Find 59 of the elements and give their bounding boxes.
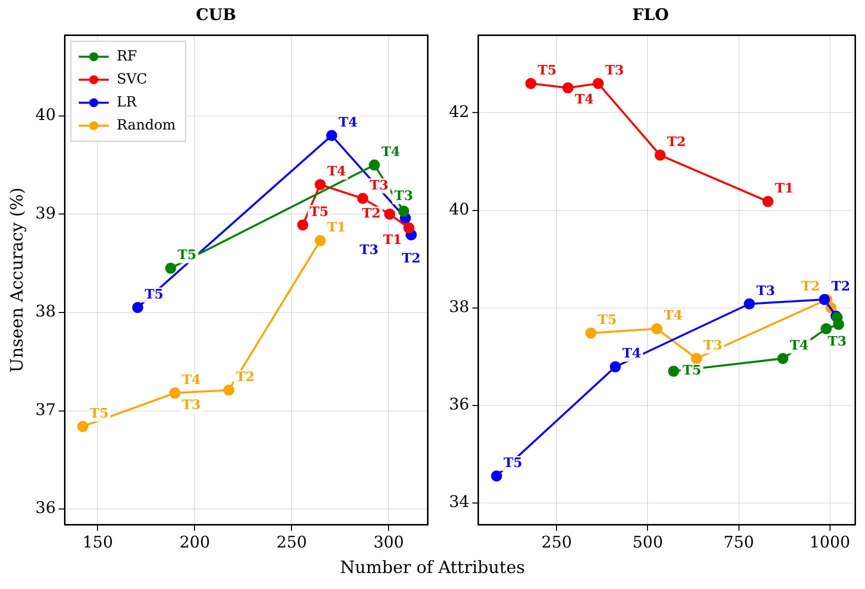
legend-label: SVC: [116, 71, 148, 88]
annotation: T4: [664, 308, 683, 324]
x-tick-label: 1000: [810, 532, 850, 552]
x-tick-label: 150: [82, 532, 114, 552]
y-tick-label: 40: [449, 199, 470, 218]
annotation: T5: [144, 287, 164, 302]
legend-label: Random: [116, 117, 176, 134]
x-tick-label: 300: [373, 532, 404, 552]
annotation: T4: [381, 144, 400, 160]
annotation: T2: [667, 135, 686, 150]
annotation: T4: [790, 338, 809, 354]
x-tick-label: 250: [276, 532, 307, 552]
annotation: T1: [327, 220, 346, 236]
y-tick-label: 40: [35, 104, 56, 124]
annotation: T3: [360, 242, 378, 258]
y-axis-title: Unseen Accuracy (%): [8, 188, 28, 372]
annotation: T3: [370, 178, 388, 194]
annotation: T5: [504, 456, 522, 471]
chart-title: CUB: [196, 4, 236, 24]
y-tick-label: 37: [35, 400, 56, 419]
y-tick-label: 38: [35, 302, 56, 321]
annotation: T3: [704, 338, 722, 354]
annotation: T3: [828, 334, 847, 350]
annotation: T2: [831, 279, 850, 294]
annotation: T5: [682, 364, 702, 379]
annotation: T4: [327, 164, 346, 180]
annotation: T5: [598, 313, 617, 328]
annotation: T1: [383, 232, 402, 248]
chart-title: FLO: [632, 4, 669, 24]
legend-label: RF: [116, 48, 138, 64]
annotation: T3: [756, 284, 776, 299]
x-tick-label: 750: [724, 532, 754, 552]
annotation: T2: [402, 252, 421, 267]
annotation: T4: [622, 346, 642, 362]
annotation: T3: [182, 398, 201, 413]
annotation: T4: [574, 92, 594, 108]
y-tick-label: 39: [35, 203, 56, 222]
annotation: T5: [310, 204, 329, 220]
annotation: T5: [178, 248, 196, 264]
annotation: T4: [338, 115, 358, 130]
x-tick-label: 250: [541, 532, 572, 552]
annotation: T1: [774, 181, 794, 196]
annotation: T5: [90, 406, 109, 422]
annotation: T3: [605, 63, 624, 78]
annotation: T2: [801, 279, 820, 294]
legend-label: LR: [116, 94, 138, 110]
y-tick-label: 36: [35, 498, 56, 518]
y-tick-label: 34: [449, 492, 470, 512]
y-tick-label: 42: [449, 102, 470, 121]
annotation: T3: [394, 189, 414, 204]
x-tick-label: 200: [179, 532, 210, 552]
x-tick-label: 500: [632, 532, 664, 552]
x-axis-title: Number of Attributes: [339, 558, 526, 578]
annotation: T5: [538, 63, 557, 78]
y-tick-label: 36: [449, 394, 470, 414]
annotation: T2: [362, 206, 381, 222]
y-tick-label: 38: [449, 296, 470, 316]
annotation: T2: [236, 370, 255, 385]
annotation: T4: [182, 372, 201, 388]
